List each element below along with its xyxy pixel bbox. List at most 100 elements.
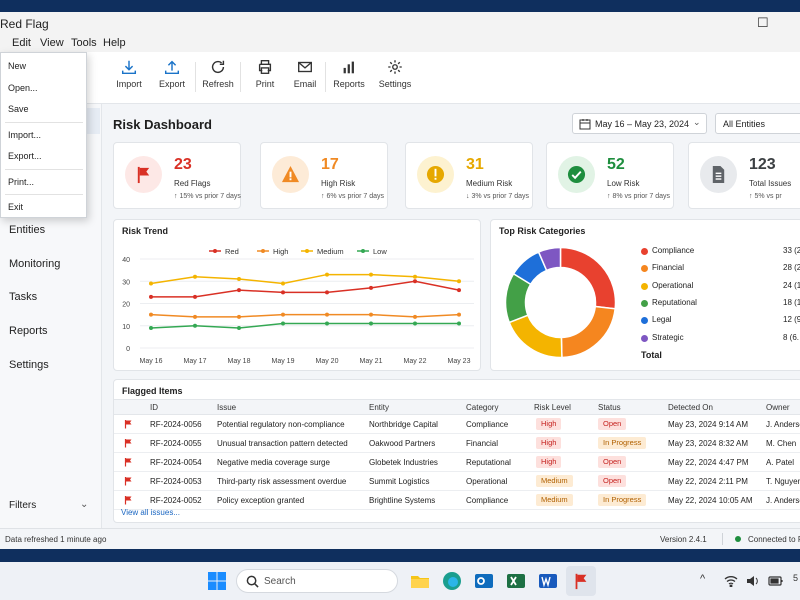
file-menu-open[interactable]: Open... [8,83,38,93]
column-header-issue[interactable]: Issue [217,403,237,412]
sidebar-item-entities[interactable]: Entities [9,224,46,236]
title-bar: Red Flag ☐ [0,12,800,34]
kpi-card-medium-risk[interactable]: 31 Medium Risk ↓ 3% vs prior 7 days [405,142,533,209]
cell-entity: Northbridge Capital [369,420,438,429]
page-title: Risk Dashboard [113,117,212,132]
file-menu-print[interactable]: Print... [8,177,35,187]
kpi-change: ↓ 3% vs prior 7 days [466,193,530,200]
cell-entity: Brightline Systems [369,496,436,505]
battery-icon[interactable] [768,576,784,586]
settings-button[interactable]: Settings [372,58,418,89]
data-point [457,312,461,317]
check-circle-icon [567,165,586,184]
import-button[interactable]: Import [106,58,152,89]
column-header-id[interactable]: ID [150,403,158,412]
menu-tools[interactable]: Tools [71,37,97,49]
column-header-detected-on[interactable]: Detected On [668,403,713,412]
excel-icon[interactable] [506,571,526,591]
cell-detected-on: May 23, 2024 8:32 AM [668,439,749,448]
table-row[interactable]: RF-2024-0055 Unusual transaction pattern … [114,434,800,453]
data-point [281,312,285,317]
column-header-category[interactable]: Category [466,403,499,412]
cell-id: RF-2024-0052 [150,496,202,505]
kpi-card-red-flags[interactable]: 23 Red Flags ↑ 15% vs prior 7 days [113,142,241,209]
sidebar-item-reports[interactable]: Reports [9,325,48,337]
bar-chart-icon [343,61,354,74]
taskbar-search[interactable]: Search [236,569,398,593]
menu-help[interactable]: Help [103,37,126,49]
category-legend-item[interactable]: Financial 28 (22. [641,263,800,275]
column-header-risk-level[interactable]: Risk Level [534,403,571,412]
file-menu-import[interactable]: Import... [8,130,42,140]
status-badge: In Progress [598,437,647,449]
category-legend-item[interactable]: Strategic 8 (6. [641,333,800,345]
column-header-status[interactable]: Status [598,403,621,412]
cell-id: RF-2024-0054 [150,458,202,467]
file-menu-new[interactable]: New [8,61,27,71]
file-menu-exit[interactable]: Exit [8,202,24,212]
menu-edit[interactable]: Edit [12,37,31,49]
flag-icon [124,496,132,505]
volume-icon[interactable] [746,575,760,587]
refresh-button[interactable]: Refresh [195,58,241,89]
export-icon [164,60,180,75]
alert-circle-icon [426,165,445,184]
reports-button[interactable]: Reports [326,58,372,89]
menu-bar: Edit View Tools Help [0,34,800,52]
status-separator [722,533,723,545]
kpi-card-high-risk[interactable]: 17 High Risk ↑ 6% vs prior 7 days [260,142,388,209]
category-legend-item[interactable]: Reputational 18 (14. [641,298,800,310]
table-row[interactable]: RF-2024-0054 Negative media coverage surg… [114,453,800,472]
file-menu-export[interactable]: Export... [8,151,42,161]
cell-owner: T. Nguyen [766,477,800,486]
menu-view[interactable]: View [40,37,64,49]
data-point [193,314,197,319]
outlook-icon[interactable] [474,571,494,591]
print-label: Print [255,79,275,89]
sidebar-item-tasks[interactable]: Tasks [9,291,38,303]
flag-icon [137,166,150,184]
email-button[interactable]: Email [282,58,328,89]
windows-start-icon[interactable] [207,571,227,591]
data-point [457,279,461,284]
kpi-card-total-issues[interactable]: 123 Total Issues ↑ 5% vs pr [688,142,800,209]
chevron-up-icon[interactable]: ^ [700,573,706,585]
kpi-label: Red Flags [174,179,211,188]
edge-browser-icon[interactable] [442,571,462,591]
donut-slice [508,314,563,359]
file-explorer-icon[interactable] [410,571,430,591]
cell-entity: Oakwood Partners [369,439,436,448]
donut-slice [560,305,616,359]
toolbar-separator [240,62,241,92]
file-menu-save[interactable]: Save [8,104,29,114]
word-icon[interactable] [538,571,558,591]
kpi-card-low-risk[interactable]: 52 Low Risk ↑ 8% vs prior 7 days [546,142,674,209]
category-legend-item[interactable]: Legal 12 (9. [641,315,800,327]
table-row[interactable]: RF-2024-0053 Third-party risk assessment … [114,472,800,491]
column-header-owner[interactable]: Owner [766,403,790,412]
column-header-entity[interactable]: Entity [369,403,390,412]
sidebar-item-settings[interactable]: Settings [9,359,49,371]
search-placeholder: Search [264,576,296,587]
print-button[interactable]: Print [242,58,288,89]
data-point [413,274,417,279]
table-row[interactable]: RF-2024-0052 Policy exception granted Brig… [114,491,800,510]
category-legend-item[interactable]: Compliance 33 (26. [641,246,800,258]
wifi-icon[interactable] [724,575,738,587]
data-point [237,288,241,293]
sidebar-item-monitoring[interactable]: Monitoring [9,258,61,270]
cell-issue: Third-party risk assessment overdue [217,477,347,486]
category-legend-item[interactable]: Operational 24 (19. [641,281,800,293]
export-button[interactable]: Export [149,58,195,89]
maximize-button[interactable]: ☐ [757,15,769,30]
taskbar-red-flag-app[interactable] [566,566,596,596]
chevron-down-icon[interactable]: ⌄ [80,499,89,510]
app-window: Red Flag ☐ Edit View Tools Help Import E… [0,12,800,549]
entity-filter[interactable]: All Entities [715,113,800,134]
date-range-value: May 16 – May 23, 2024 [595,119,690,129]
view-all-issues-link[interactable]: View all issues... [121,508,180,517]
refresh-label: Refresh [202,79,234,89]
filters-toggle[interactable]: Filters [9,500,37,511]
table-row[interactable]: RF-2024-0056 Potential regulatory non-com… [114,415,800,434]
date-range-picker[interactable]: May 16 – May 23, 2024 ⌄ [572,113,707,134]
